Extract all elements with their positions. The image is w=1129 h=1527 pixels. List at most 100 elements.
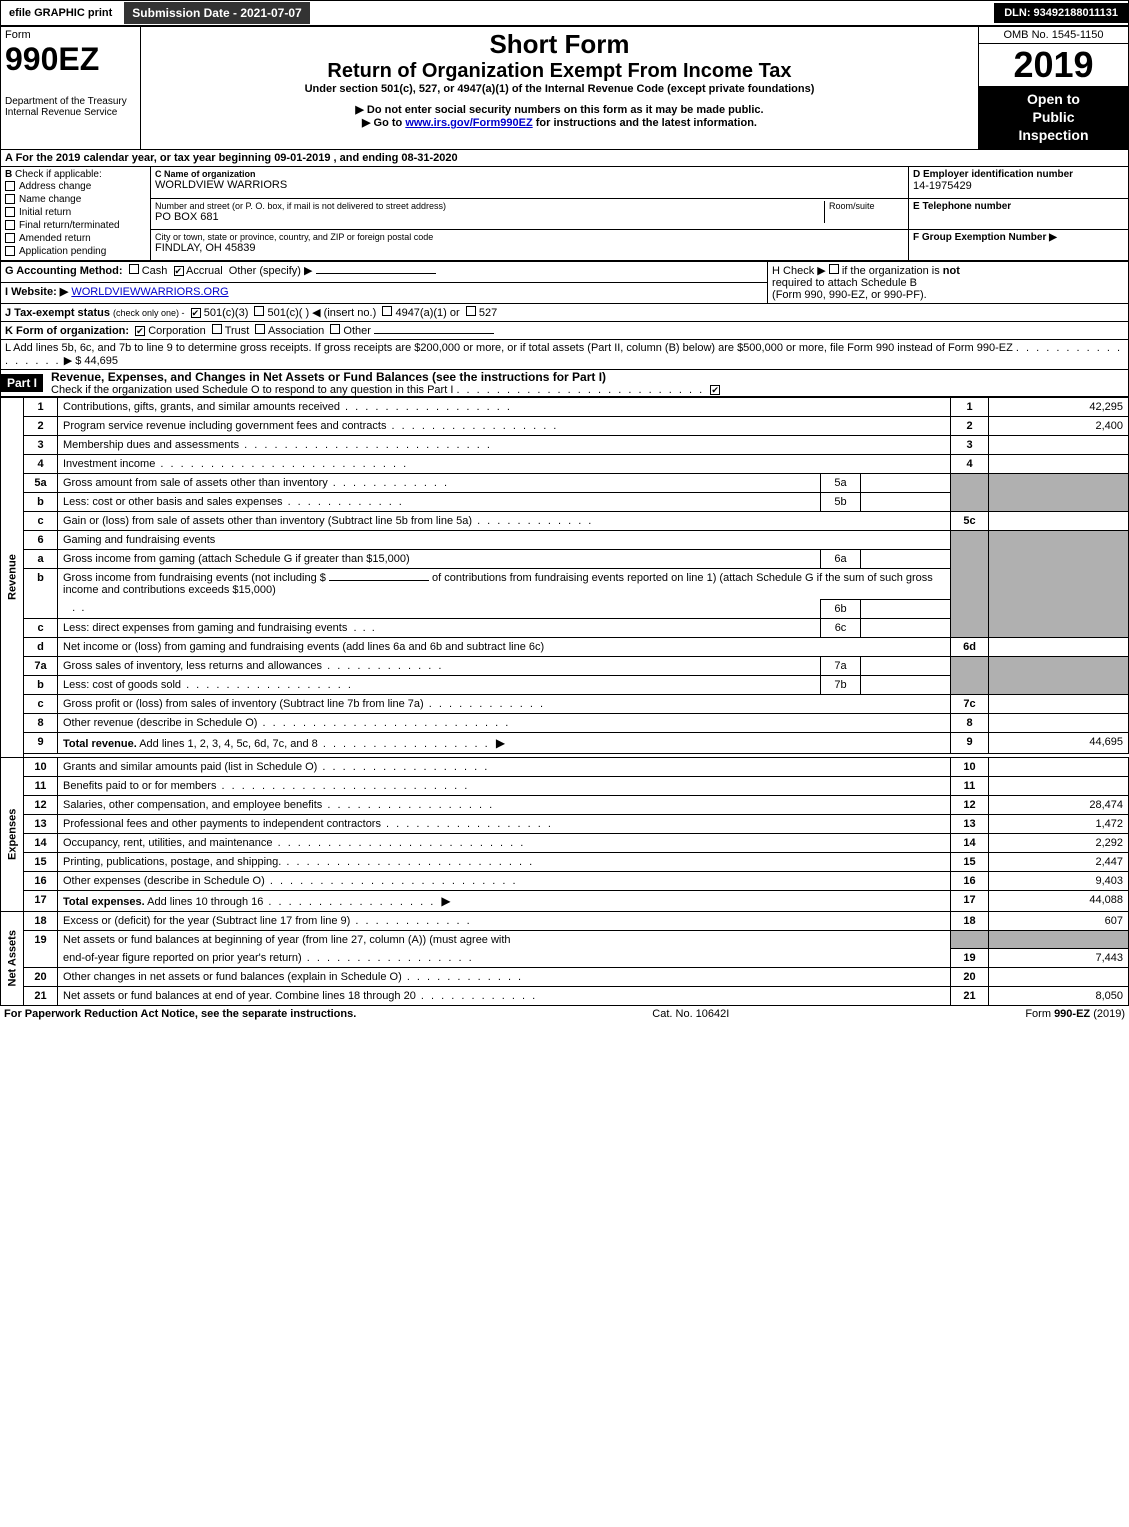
checkbox-527[interactable]	[466, 306, 476, 316]
line6-num: 6	[24, 530, 58, 549]
line15-desc: Printing, publications, postage, and shi…	[63, 856, 281, 868]
street-value: PO BOX 681	[155, 211, 824, 223]
checkbox-app-pending[interactable]	[5, 246, 15, 256]
line5ab-shade	[951, 473, 989, 511]
checkbox-accrual[interactable]	[174, 266, 184, 276]
line12-amt: 28,474	[989, 795, 1129, 814]
checkbox-schedule-o[interactable]	[710, 385, 720, 395]
line14-ln: 14	[951, 833, 989, 852]
line15-num: 15	[24, 852, 58, 871]
line19-text-top: Net assets or fund balances at beginning…	[58, 930, 951, 949]
line13-text: Professional fees and other payments to …	[58, 814, 951, 833]
line19-amt: 7,443	[989, 949, 1129, 968]
section-c-street: Number and street (or P. O. box, if mail…	[151, 198, 909, 229]
g-label: G Accounting Method:	[5, 265, 123, 277]
section-i: I Website: ▶ WORLDVIEWWARRIORS.ORG	[1, 282, 768, 303]
accrual-label: Accrual	[186, 265, 223, 277]
section-g: G Accounting Method: Cash Accrual Other …	[1, 261, 768, 282]
checkbox-501c3[interactable]	[191, 308, 201, 318]
efile-label[interactable]: efile GRAPHIC print	[1, 3, 120, 23]
checkbox-initial-return[interactable]	[5, 207, 15, 217]
checkbox-final-return[interactable]	[5, 220, 15, 230]
h-not: not	[943, 265, 960, 277]
website-link[interactable]: WORLDVIEWWARRIORS.ORG	[71, 286, 228, 298]
line6b-sub: 6b	[821, 599, 861, 618]
checkbox-address-change[interactable]	[5, 181, 15, 191]
line4-amt	[989, 454, 1129, 473]
line6d-ln: 6d	[951, 637, 989, 656]
checkbox-name-change[interactable]	[5, 194, 15, 204]
omb-cell: OMB No. 1545-1150	[979, 27, 1129, 44]
line3-amt	[989, 435, 1129, 454]
k-label: K Form of organization:	[5, 325, 129, 337]
line9-bold: Total revenue.	[63, 738, 137, 750]
line10-desc: Grants and similar amounts paid (list in…	[63, 761, 317, 773]
line3-num: 3	[24, 435, 58, 454]
j-small: (check only one) -	[113, 308, 185, 318]
line21-amt: 8,050	[989, 987, 1129, 1006]
form-id-footer: Form 990-EZ (2019)	[1025, 1008, 1125, 1020]
addr-change-label: Address change	[19, 181, 91, 192]
line5b-desc: Less: cost or other basis and sales expe…	[63, 496, 283, 508]
checkbox-corp[interactable]	[135, 326, 145, 336]
checkbox-501c[interactable]	[254, 306, 264, 316]
line3-desc: Membership dues and assessments	[63, 439, 239, 451]
line8-ln: 8	[951, 713, 989, 732]
line2-desc: Program service revenue including govern…	[63, 420, 386, 432]
line5c-desc: Gain or (loss) from sale of assets other…	[63, 515, 472, 527]
inspect-line3: Inspection	[983, 126, 1124, 144]
line13-num: 13	[24, 814, 58, 833]
line6b-subval	[861, 599, 951, 618]
submission-date-button[interactable]: Submission Date - 2021-07-07	[124, 2, 309, 24]
line7a-num: 7a	[24, 656, 58, 675]
section-f-group: F Group Exemption Number ▶	[909, 229, 1129, 260]
line2-ln: 2	[951, 416, 989, 435]
h-text3: required to attach Schedule B	[772, 277, 917, 289]
l-text: L Add lines 5b, 6c, and 7b to line 9 to …	[5, 342, 1013, 354]
line8-text: Other revenue (describe in Schedule O)	[58, 713, 951, 732]
checkbox-other-org[interactable]	[330, 324, 340, 334]
part1-header-table: Part I Revenue, Expenses, and Changes in…	[0, 370, 1129, 397]
line18-text: Excess or (deficit) for the year (Subtra…	[58, 911, 951, 930]
d-label: D Employer identification number	[913, 169, 1124, 180]
line17-arrow: ▶	[441, 894, 450, 908]
checkbox-4947[interactable]	[382, 306, 392, 316]
checkbox-h[interactable]	[829, 264, 839, 274]
cat-no: Cat. No. 10642I	[652, 1008, 729, 1020]
line6a-text: Gross income from gaming (attach Schedul…	[58, 549, 821, 568]
instruction-1: ▶ Do not enter social security numbers o…	[145, 103, 974, 116]
line20-amt	[989, 968, 1129, 987]
line5c-text: Gain or (loss) from sale of assets other…	[58, 511, 951, 530]
line5b-num: b	[24, 492, 58, 511]
j-501c3: 501(c)(3)	[204, 307, 249, 319]
amended-label: Amended return	[19, 233, 91, 244]
cash-label: Cash	[142, 265, 168, 277]
line1-num: 1	[24, 397, 58, 416]
line9-amt: 44,695	[989, 732, 1129, 753]
j-4947: 4947(a)(1) or	[395, 307, 459, 319]
irs-link[interactable]: www.irs.gov/Form990EZ	[405, 117, 532, 129]
main-title: Return of Organization Exempt From Incom…	[145, 60, 974, 83]
line13-ln: 13	[951, 814, 989, 833]
checkbox-trust[interactable]	[212, 324, 222, 334]
line9-ln: 9	[951, 732, 989, 753]
line7ab-shade-amt	[989, 656, 1129, 694]
checkbox-assoc[interactable]	[255, 324, 265, 334]
irs-label: Internal Revenue Service	[5, 107, 136, 118]
h-text2: if the organization is	[839, 265, 943, 277]
checkbox-cash[interactable]	[129, 264, 139, 274]
f-label: F Group Exemption Number ▶	[913, 232, 1124, 243]
other-label: Other (specify) ▶	[229, 265, 313, 277]
form-word: Form	[5, 29, 136, 41]
checkbox-amended[interactable]	[5, 233, 15, 243]
k-corp: Corporation	[148, 325, 205, 337]
line7c-num: c	[24, 694, 58, 713]
line3-ln: 3	[951, 435, 989, 454]
top-bar: efile GRAPHIC print Submission Date - 20…	[0, 0, 1129, 26]
initial-return-label: Initial return	[19, 207, 71, 218]
line5a-desc: Gross amount from sale of assets other t…	[63, 477, 328, 489]
line4-desc: Investment income	[63, 458, 155, 470]
line15-amt: 2,447	[989, 852, 1129, 871]
instr2-pre: ▶ Go to	[362, 117, 405, 129]
k-other: Other	[343, 325, 371, 337]
